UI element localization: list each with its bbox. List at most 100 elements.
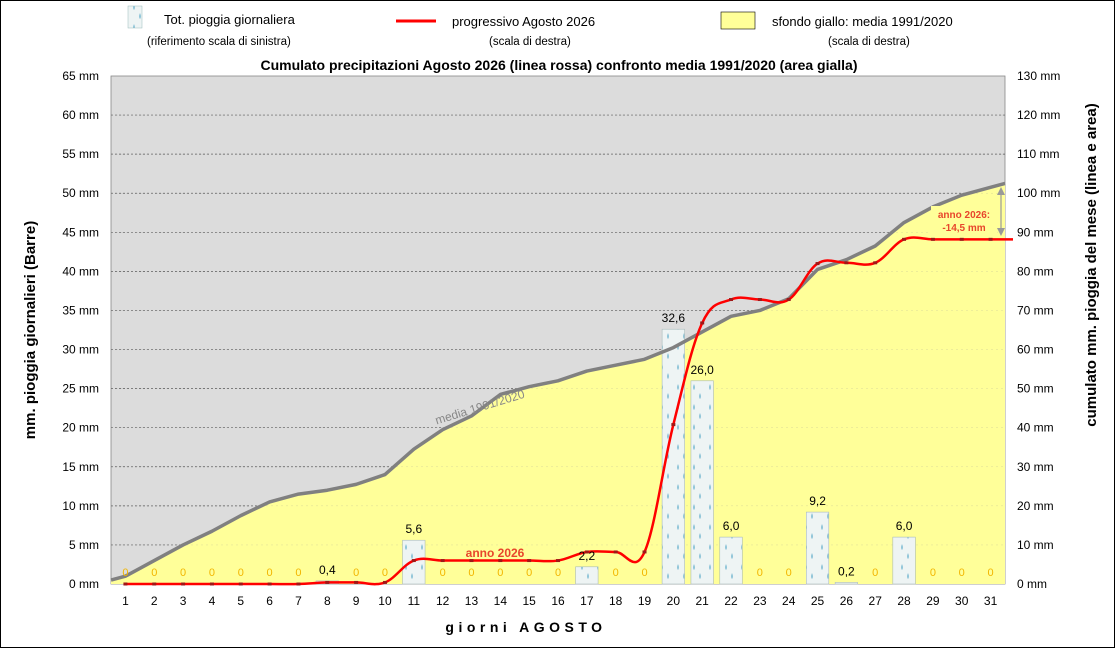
daily-bar <box>834 582 858 585</box>
bar-value-label: 0 <box>641 567 647 579</box>
x-tick-label: 9 <box>353 594 360 608</box>
legend-bar-note: (riferimento scala di sinistra) <box>147 36 291 48</box>
cumulative-marker <box>296 582 301 586</box>
legend-area-note: (scala di destra) <box>828 36 910 48</box>
right-axis-ticks: 0 mm 10 mm 20 mm 30 mm 40 mm 50 mm 60 mm 70 mm 8… <box>1017 69 1060 591</box>
x-tick-label: 20 <box>667 594 681 608</box>
bar-value-label: 0 <box>180 567 186 579</box>
delta-arrow <box>997 187 1005 236</box>
bar-value-label: 0 <box>122 567 128 579</box>
cumulative-marker <box>930 237 935 241</box>
x-tick-label: 27 <box>869 594 883 608</box>
x-tick-label: 26 <box>840 594 854 608</box>
cumulative-marker <box>959 237 964 241</box>
right-tick-label: 110 mm <box>1017 147 1059 161</box>
daily-bar <box>806 511 830 585</box>
cumulative-marker <box>671 423 676 427</box>
legend-bar-label: Tot. pioggia giornaliera <box>164 12 296 27</box>
bar-value-label: 6,0 <box>896 519 913 533</box>
cumulative-marker <box>354 580 359 584</box>
bar-value-label: 0 <box>613 567 619 579</box>
left-axis-ticks: 0 mm 5 mm 10 mm 15 mm 20 mm 25 mm 30 mm 35 mm 40… <box>62 69 99 591</box>
right-tick-label: 30 mm <box>1017 460 1054 474</box>
cumulative-marker <box>238 582 243 586</box>
left-tick-label: 25 mm <box>62 382 99 396</box>
x-tick-label: 29 <box>926 594 940 608</box>
x-tick-label: 3 <box>180 594 187 608</box>
daily-bar <box>402 539 426 585</box>
x-tick-label: 24 <box>782 594 796 608</box>
right-tick-label: 10 mm <box>1017 538 1054 552</box>
x-tick-label: 13 <box>465 594 479 608</box>
right-tick-label: 40 mm <box>1017 421 1054 435</box>
right-tick-label: 80 mm <box>1017 264 1054 278</box>
cumulative-marker <box>584 550 589 554</box>
x-tick-label: 31 <box>984 594 998 608</box>
cumulative-marker <box>411 559 416 563</box>
left-tick-label: 20 mm <box>62 421 99 435</box>
left-tick-label: 50 mm <box>62 186 99 200</box>
bar-value-label: 0,4 <box>319 563 336 577</box>
left-tick-label: 45 mm <box>62 225 99 239</box>
left-tick-label: 5 mm <box>69 538 99 552</box>
cumulative-marker <box>267 582 272 586</box>
bar-value-label: 32,6 <box>662 311 686 325</box>
bar-value-label: 0 <box>959 567 965 579</box>
bar-value-label: 0 <box>988 567 994 579</box>
right-tick-label: 100 mm <box>1017 186 1060 200</box>
left-tick-label: 15 mm <box>62 460 99 474</box>
cumulative-marker <box>382 580 387 584</box>
x-tick-label: 22 <box>724 594 738 608</box>
bar-value-labels: 0 0 0 0 0 0 0 0,4 0 0 5,6 0 0 0 0 0 2,2 0 0 32,6 26,0 6,0 0 0 9,… <box>122 311 993 579</box>
left-tick-label: 65 mm <box>62 69 99 83</box>
average-line-path <box>110 181 1006 582</box>
delta-label: anno 2026: <box>938 210 990 221</box>
bar-value-label: 0 <box>295 567 301 579</box>
cumulative-line <box>123 236 1013 586</box>
bar-value-label: 0 <box>468 567 474 579</box>
x-tick-label: 14 <box>494 594 508 608</box>
left-tick-label: 0 mm <box>69 577 99 591</box>
x-tick-label: 1 <box>122 594 129 608</box>
bar-value-label: 0 <box>526 567 532 579</box>
right-tick-label: 60 mm <box>1017 343 1054 357</box>
cumulative-marker <box>815 262 820 266</box>
cumulative-marker <box>209 582 214 586</box>
right-tick-label: 20 mm <box>1017 499 1054 513</box>
average-area <box>111 183 1005 584</box>
daily-bar <box>661 328 685 585</box>
left-tick-label: 10 mm <box>62 499 99 513</box>
left-tick-label: 30 mm <box>62 343 99 357</box>
x-axis-title: giorni AGOSTO <box>445 619 606 635</box>
legend: Tot. pioggia giornaliera (riferimento sc… <box>127 5 953 48</box>
right-tick-label: 90 mm <box>1017 225 1054 239</box>
right-tick-label: 50 mm <box>1017 382 1054 396</box>
chart-title: Cumulato precipitazioni Agosto 2026 (lin… <box>261 57 858 73</box>
cumulative-marker <box>700 321 705 325</box>
x-tick-label: 23 <box>753 594 767 608</box>
cumulative-marker <box>325 580 330 584</box>
cumulative-marker <box>181 582 186 586</box>
cumulative-marker <box>613 550 618 554</box>
legend-line-note: (scala di destra) <box>489 36 571 48</box>
delta-value: -14,5 mm <box>942 223 985 234</box>
bar-value-label: 0 <box>382 567 388 579</box>
bar-value-label: 0 <box>238 567 244 579</box>
cumulative-marker <box>757 298 762 302</box>
y-left-title: mm. pioggia giornalieri (Barre) <box>22 221 39 439</box>
left-tick-label: 40 mm <box>62 264 99 278</box>
bar-value-label: 2,2 <box>578 549 595 563</box>
right-tick-label: 130 mm <box>1017 69 1060 83</box>
average-line <box>110 181 1006 582</box>
cumulative-marker <box>786 298 791 302</box>
cumulative-marker <box>988 237 993 241</box>
bar-value-label: 0,2 <box>838 564 855 578</box>
x-tick-label: 5 <box>237 594 244 608</box>
x-axis-ticks: 1 2 3 4 5 6 7 8 9 10 11 12 13 14 15 16 17 18 19 20 21 22 23 24 2… <box>122 594 997 608</box>
x-tick-label: 7 <box>295 594 302 608</box>
cumulative-marker <box>729 298 734 302</box>
cumulative-marker <box>902 237 907 241</box>
x-tick-label: 18 <box>609 594 623 608</box>
cumulative-marker <box>642 550 647 554</box>
